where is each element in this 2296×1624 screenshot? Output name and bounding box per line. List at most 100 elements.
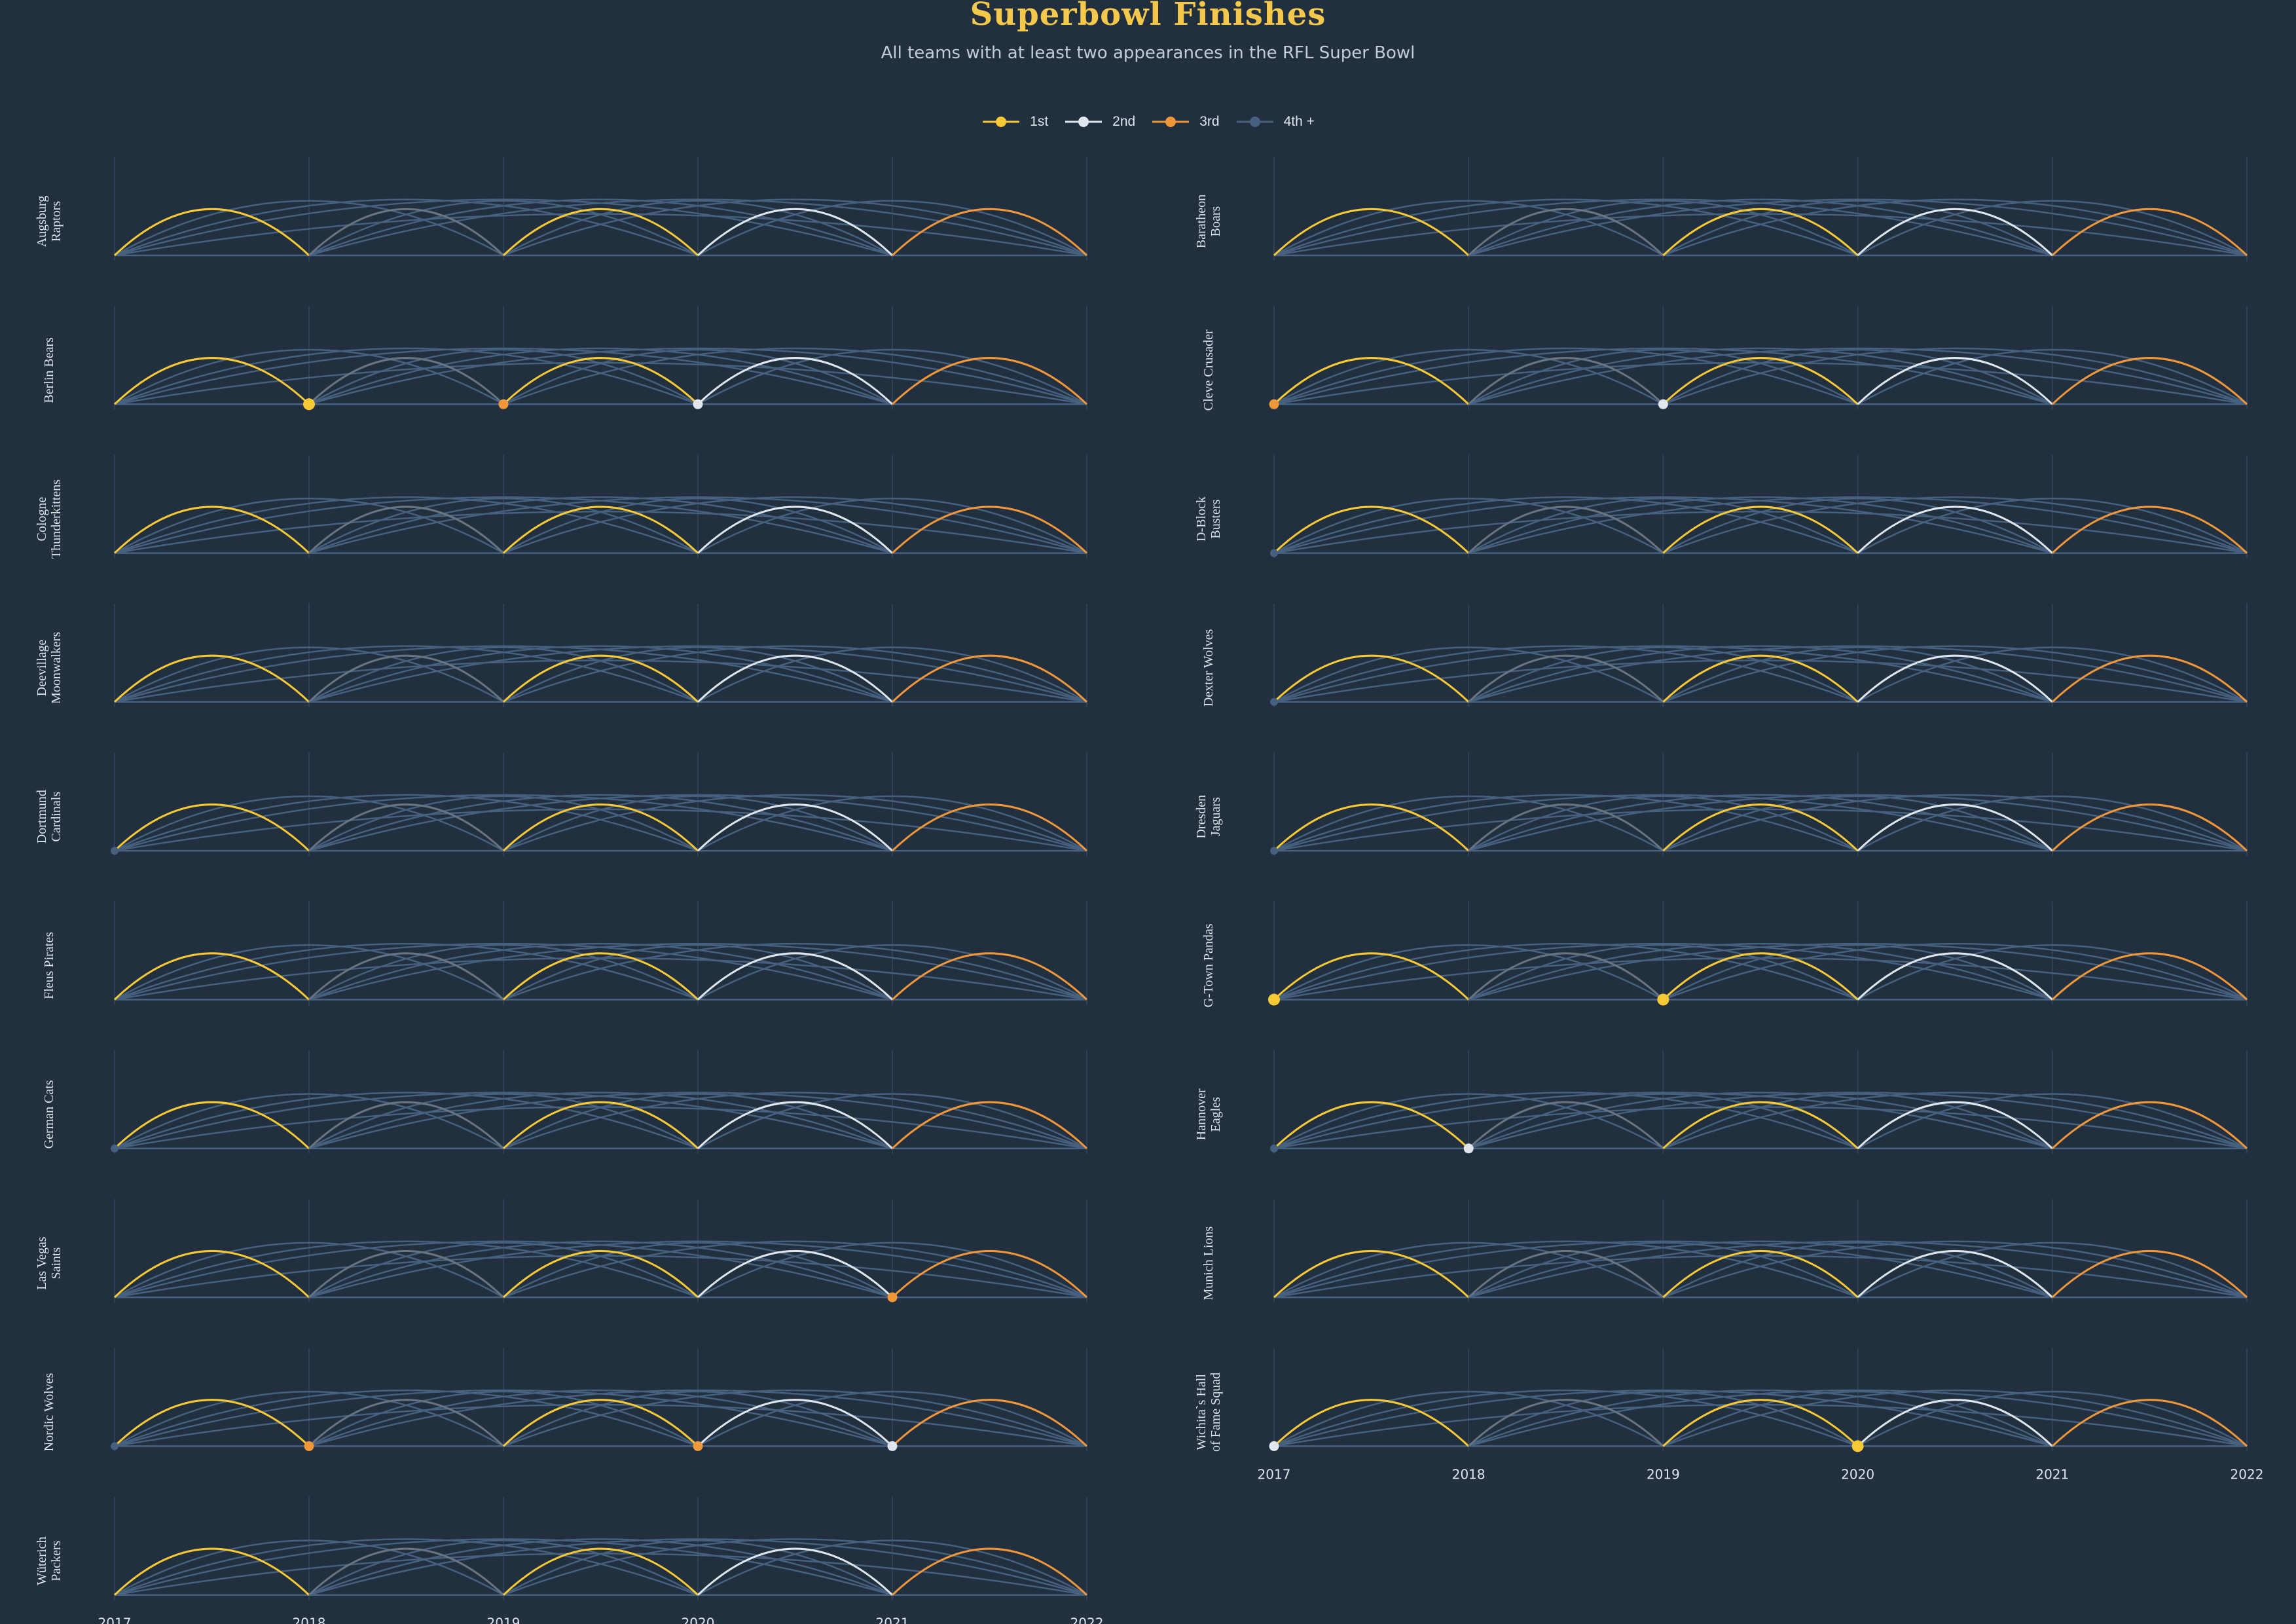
arc-2017-2018 (113, 1249, 310, 1299)
team-panel: German Cats (42, 1050, 1088, 1154)
arc-2017-2021 (1273, 645, 2053, 703)
team-label: AugsburgRaptors (35, 196, 64, 248)
arc-2018-2022 (1468, 1092, 2248, 1150)
arc-2019-2020 (1662, 1101, 1859, 1149)
chart-title: Superbowl Finishes (970, 0, 1326, 33)
arc-2018-2020 (308, 944, 699, 1001)
arc-2017-2018 (113, 1399, 310, 1447)
arc-2018-2022 (308, 347, 1087, 405)
arc-2018-2021 (308, 347, 893, 405)
arc-2019-2021 (1662, 1390, 2053, 1447)
arc-2018-2022 (1468, 1240, 2248, 1299)
arc-2021-2022 (2051, 357, 2248, 405)
finish-marker-2017 (111, 847, 118, 855)
arc-2018-2019 (1468, 208, 1664, 257)
arc-2018-2019 (308, 1101, 505, 1149)
team-label-line: Wüterich (35, 1536, 49, 1585)
arc-2019-2020 (502, 208, 699, 257)
arc-2020-2022 (697, 348, 1087, 405)
arc-2018-2019 (308, 1399, 505, 1447)
arc-2018-2019 (308, 506, 505, 554)
arc-2018-2022 (308, 1240, 1087, 1299)
arc-2020-2022 (697, 795, 1087, 852)
arc-2019-2020 (1662, 654, 1859, 703)
arc-2019-2020 (502, 654, 699, 703)
team-label: D-BlockBusters (1194, 496, 1223, 542)
arc-2017-2018 (1273, 654, 1470, 703)
arc-2019-2022 (1662, 1092, 2248, 1149)
arc-2018-2022 (308, 794, 1087, 852)
team-label-line: German Cats (42, 1080, 56, 1149)
arc-2017-2019 (1273, 200, 1664, 257)
finish-marker-2020 (693, 399, 703, 409)
arc-2018-2021 (1468, 943, 2053, 1001)
legend-label-3rd: 3rd (1199, 114, 1220, 129)
arc-2017-2018 (1273, 1249, 1470, 1299)
finish-marker-2017 (1270, 847, 1278, 855)
chart-subtitle: All teams with at least two appearances … (881, 43, 1415, 63)
arc-2021-2022 (2051, 952, 2248, 1001)
arc-2018-2019 (308, 1249, 505, 1299)
arc-2018-2019 (308, 952, 505, 1001)
arc-2018-2020 (308, 1242, 699, 1299)
arc-2017-2019 (1273, 1242, 1664, 1299)
x-tick-label: 2020 (682, 1615, 715, 1624)
legend-label-2nd: 2nd (1112, 114, 1136, 129)
arc-2018-2021 (1468, 1092, 2053, 1149)
arc-2020-2022 (697, 646, 1087, 703)
team-label: CologneThunderkittens (35, 479, 64, 559)
finish-marker-2019 (1658, 399, 1668, 409)
x-tick-label: 2021 (876, 1615, 909, 1624)
arc-2017-2018 (113, 1101, 310, 1149)
arc-2018-2022 (1468, 645, 2248, 703)
arc-2018-2021 (308, 198, 893, 257)
arc-2017-2021 (114, 1092, 893, 1150)
arc-2019-2022 (1662, 794, 2248, 852)
arc-2017-2021 (114, 645, 893, 703)
arc-2020-2022 (697, 1540, 1087, 1596)
team-label-line: Boars (1209, 206, 1223, 236)
arc-2020-2021 (1857, 506, 2053, 554)
arc-2018-2019 (1468, 803, 1664, 852)
finish-marker-2020 (1851, 1440, 1864, 1452)
arc-2017-2020 (1273, 198, 1859, 257)
arc-2019-2020 (502, 1249, 699, 1299)
x-tick-label: 2019 (487, 1615, 520, 1624)
team-label-line: Packers (49, 1540, 64, 1581)
arc-2021-2022 (2051, 1399, 2248, 1447)
arc-2018-2021 (308, 1538, 893, 1596)
arc-2017-2018 (113, 654, 310, 703)
arc-2017-2018 (113, 357, 310, 405)
team-label: Fleus Pirates (42, 932, 56, 999)
arc-2017-2018 (1273, 1399, 1470, 1447)
arc-2017-2021 (1273, 1240, 2053, 1299)
team-label: Nordic Wolves (42, 1373, 56, 1451)
arc-2017-2020 (114, 1240, 699, 1299)
finish-marker-2018 (304, 1441, 314, 1451)
arc-2017-2019 (1273, 1093, 1664, 1149)
arc-2017-2021 (1273, 1092, 2053, 1150)
arc-2017-2021 (114, 794, 893, 852)
arc-2018-2020 (308, 795, 699, 852)
arc-2017-2021 (114, 1389, 893, 1447)
legend: 1st 2nd 3rd 4th + (0, 109, 2296, 135)
arc-2019-2022 (503, 1240, 1087, 1299)
finish-marker-2021 (887, 1292, 898, 1302)
arc-2018-2019 (1468, 357, 1664, 405)
arc-2018-2021 (308, 1389, 893, 1447)
arc-2017-2019 (114, 944, 504, 1001)
arc-2017-2021 (1273, 496, 2053, 554)
arc-2020-2021 (1857, 1101, 2053, 1149)
arc-2019-2022 (503, 1538, 1087, 1596)
arc-2018-2022 (308, 198, 1087, 257)
arc-2017-2019 (114, 498, 504, 554)
arc-2017-2019 (114, 348, 504, 405)
team-label: Las VegasSaints (35, 1236, 64, 1289)
team-label-line: Saints (49, 1247, 64, 1279)
arc-2020-2021 (1857, 803, 2053, 852)
team-panel: Berlin Bears (42, 306, 1088, 411)
arc-2018-2021 (1468, 645, 2053, 703)
finish-marker-2019 (498, 399, 509, 409)
x-tick-label: 2018 (1452, 1466, 1485, 1482)
team-label: G-Town Pandas (1201, 923, 1216, 1007)
